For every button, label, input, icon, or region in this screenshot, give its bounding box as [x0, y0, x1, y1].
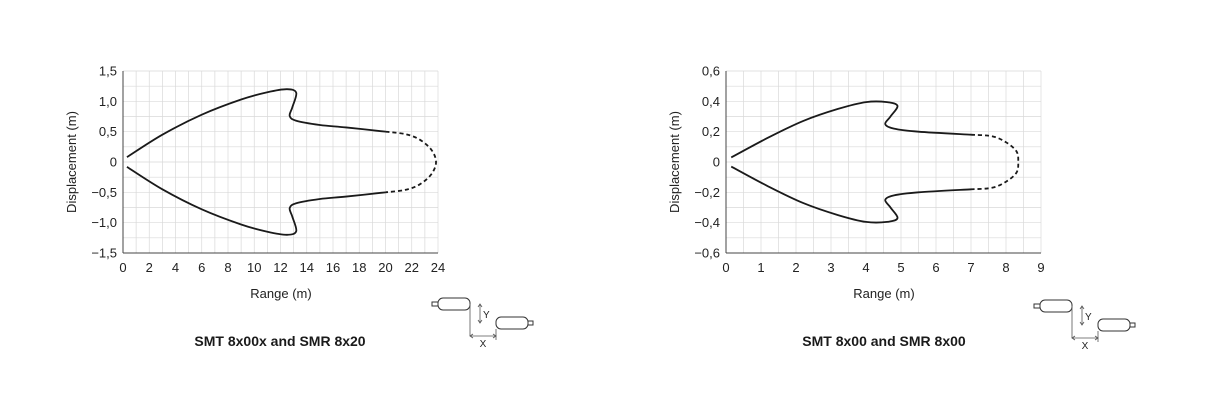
x-tick-label: 2: [146, 260, 153, 275]
sensor-receiver: [1097, 318, 1131, 332]
y-tick-label: 0: [110, 155, 117, 170]
y-tick-label: 0: [713, 155, 720, 170]
y-tick-label: 0,5: [99, 124, 117, 139]
y-axis-label: Displacement (m): [64, 111, 79, 213]
series-line-solid: [730, 165, 972, 224]
x-tick-label: 4: [862, 260, 869, 275]
x-tick-label: 20: [378, 260, 392, 275]
sensor-transmitter: [437, 297, 471, 311]
x-tick-label: 16: [326, 260, 340, 275]
chart-2: 0 1 2 3 4 5 6 7 8 9 0,6 0,4 0,2 0 −0,2 −0,4 −0,6 Range (m…: [667, 64, 1136, 352]
x-tick-label: 10: [247, 260, 261, 275]
y-tick-label: 1,0: [99, 94, 117, 109]
x-tick-label: 2: [792, 260, 799, 275]
y-tick-label: −1,0: [91, 215, 117, 230]
dimension-x-label: X: [1082, 341, 1089, 352]
dimension-y-label: Y: [483, 310, 490, 321]
x-tick-label: 7: [967, 260, 974, 275]
series-line-solid: [126, 88, 386, 158]
x-tick-label: 9: [1037, 260, 1044, 275]
dimension-arrowheads: [1079, 305, 1085, 326]
chart-1: 0 2 4 6 8 10 12 14 16 18 20 22 241,51,00,50−0,5−1,0−…: [64, 64, 534, 350]
dimension-arrowheads: [469, 333, 497, 339]
sensor-connector: [527, 320, 534, 326]
y-tick-label: −0,6: [694, 246, 720, 261]
x-tick-label: 8: [224, 260, 231, 275]
sensor-transmitter: [1039, 299, 1073, 313]
x-tick-label: 1: [757, 260, 764, 275]
chart-caption: SMT 8x00 and SMR 8x00: [802, 333, 966, 349]
sensor-diagram: YX: [1033, 299, 1136, 352]
y-tick-label: 1,5: [99, 64, 117, 79]
series-line-solid: [126, 166, 386, 236]
sensor-receiver: [495, 316, 529, 330]
x-tick-label: 24: [431, 260, 445, 275]
sensor-connector: [1129, 322, 1136, 328]
x-tick-label: 14: [300, 260, 314, 275]
sensor-connector: [1033, 303, 1041, 309]
grid: [725, 70, 1042, 254]
dimension-arrowheads: [477, 303, 483, 324]
y-tick-label: −0,5: [91, 185, 117, 200]
y-tick-label: −0,4: [694, 215, 720, 230]
x-tick-label: 0: [119, 260, 126, 275]
chart-caption: SMT 8x00x and SMR 8x20: [194, 333, 365, 349]
grid: [122, 70, 439, 254]
series-line-solid: [730, 100, 972, 159]
x-tick-label: 3: [827, 260, 834, 275]
sensor-diagram: YX: [431, 297, 534, 350]
x-tick-label: 8: [1002, 260, 1009, 275]
x-tick-label: 22: [405, 260, 419, 275]
x-axis-label: Range (m): [853, 286, 914, 301]
y-tick-label: 0,6: [702, 64, 720, 79]
y-axis-label: Displacement (m): [667, 111, 682, 213]
y-tick-label: 0,4: [702, 94, 720, 109]
y-tick-label: −0,2: [694, 185, 720, 200]
y-tick-label: 0,2: [702, 124, 720, 139]
series-line-dashed: [385, 130, 437, 194]
x-tick-label: 6: [198, 260, 205, 275]
x-axis-label: Range (m): [250, 286, 311, 301]
dimension-arrowheads: [1071, 335, 1099, 341]
sensor-connector: [431, 301, 439, 307]
dimension-x-label: X: [480, 339, 487, 350]
x-tick-label: 0: [722, 260, 729, 275]
x-tick-label: 4: [172, 260, 179, 275]
y-tick-label: −1,5: [91, 246, 117, 261]
x-tick-label: 12: [273, 260, 287, 275]
x-tick-label: 5: [897, 260, 904, 275]
x-tick-label: 6: [932, 260, 939, 275]
dimension-y-label: Y: [1085, 312, 1092, 323]
x-tick-label: 18: [352, 260, 366, 275]
